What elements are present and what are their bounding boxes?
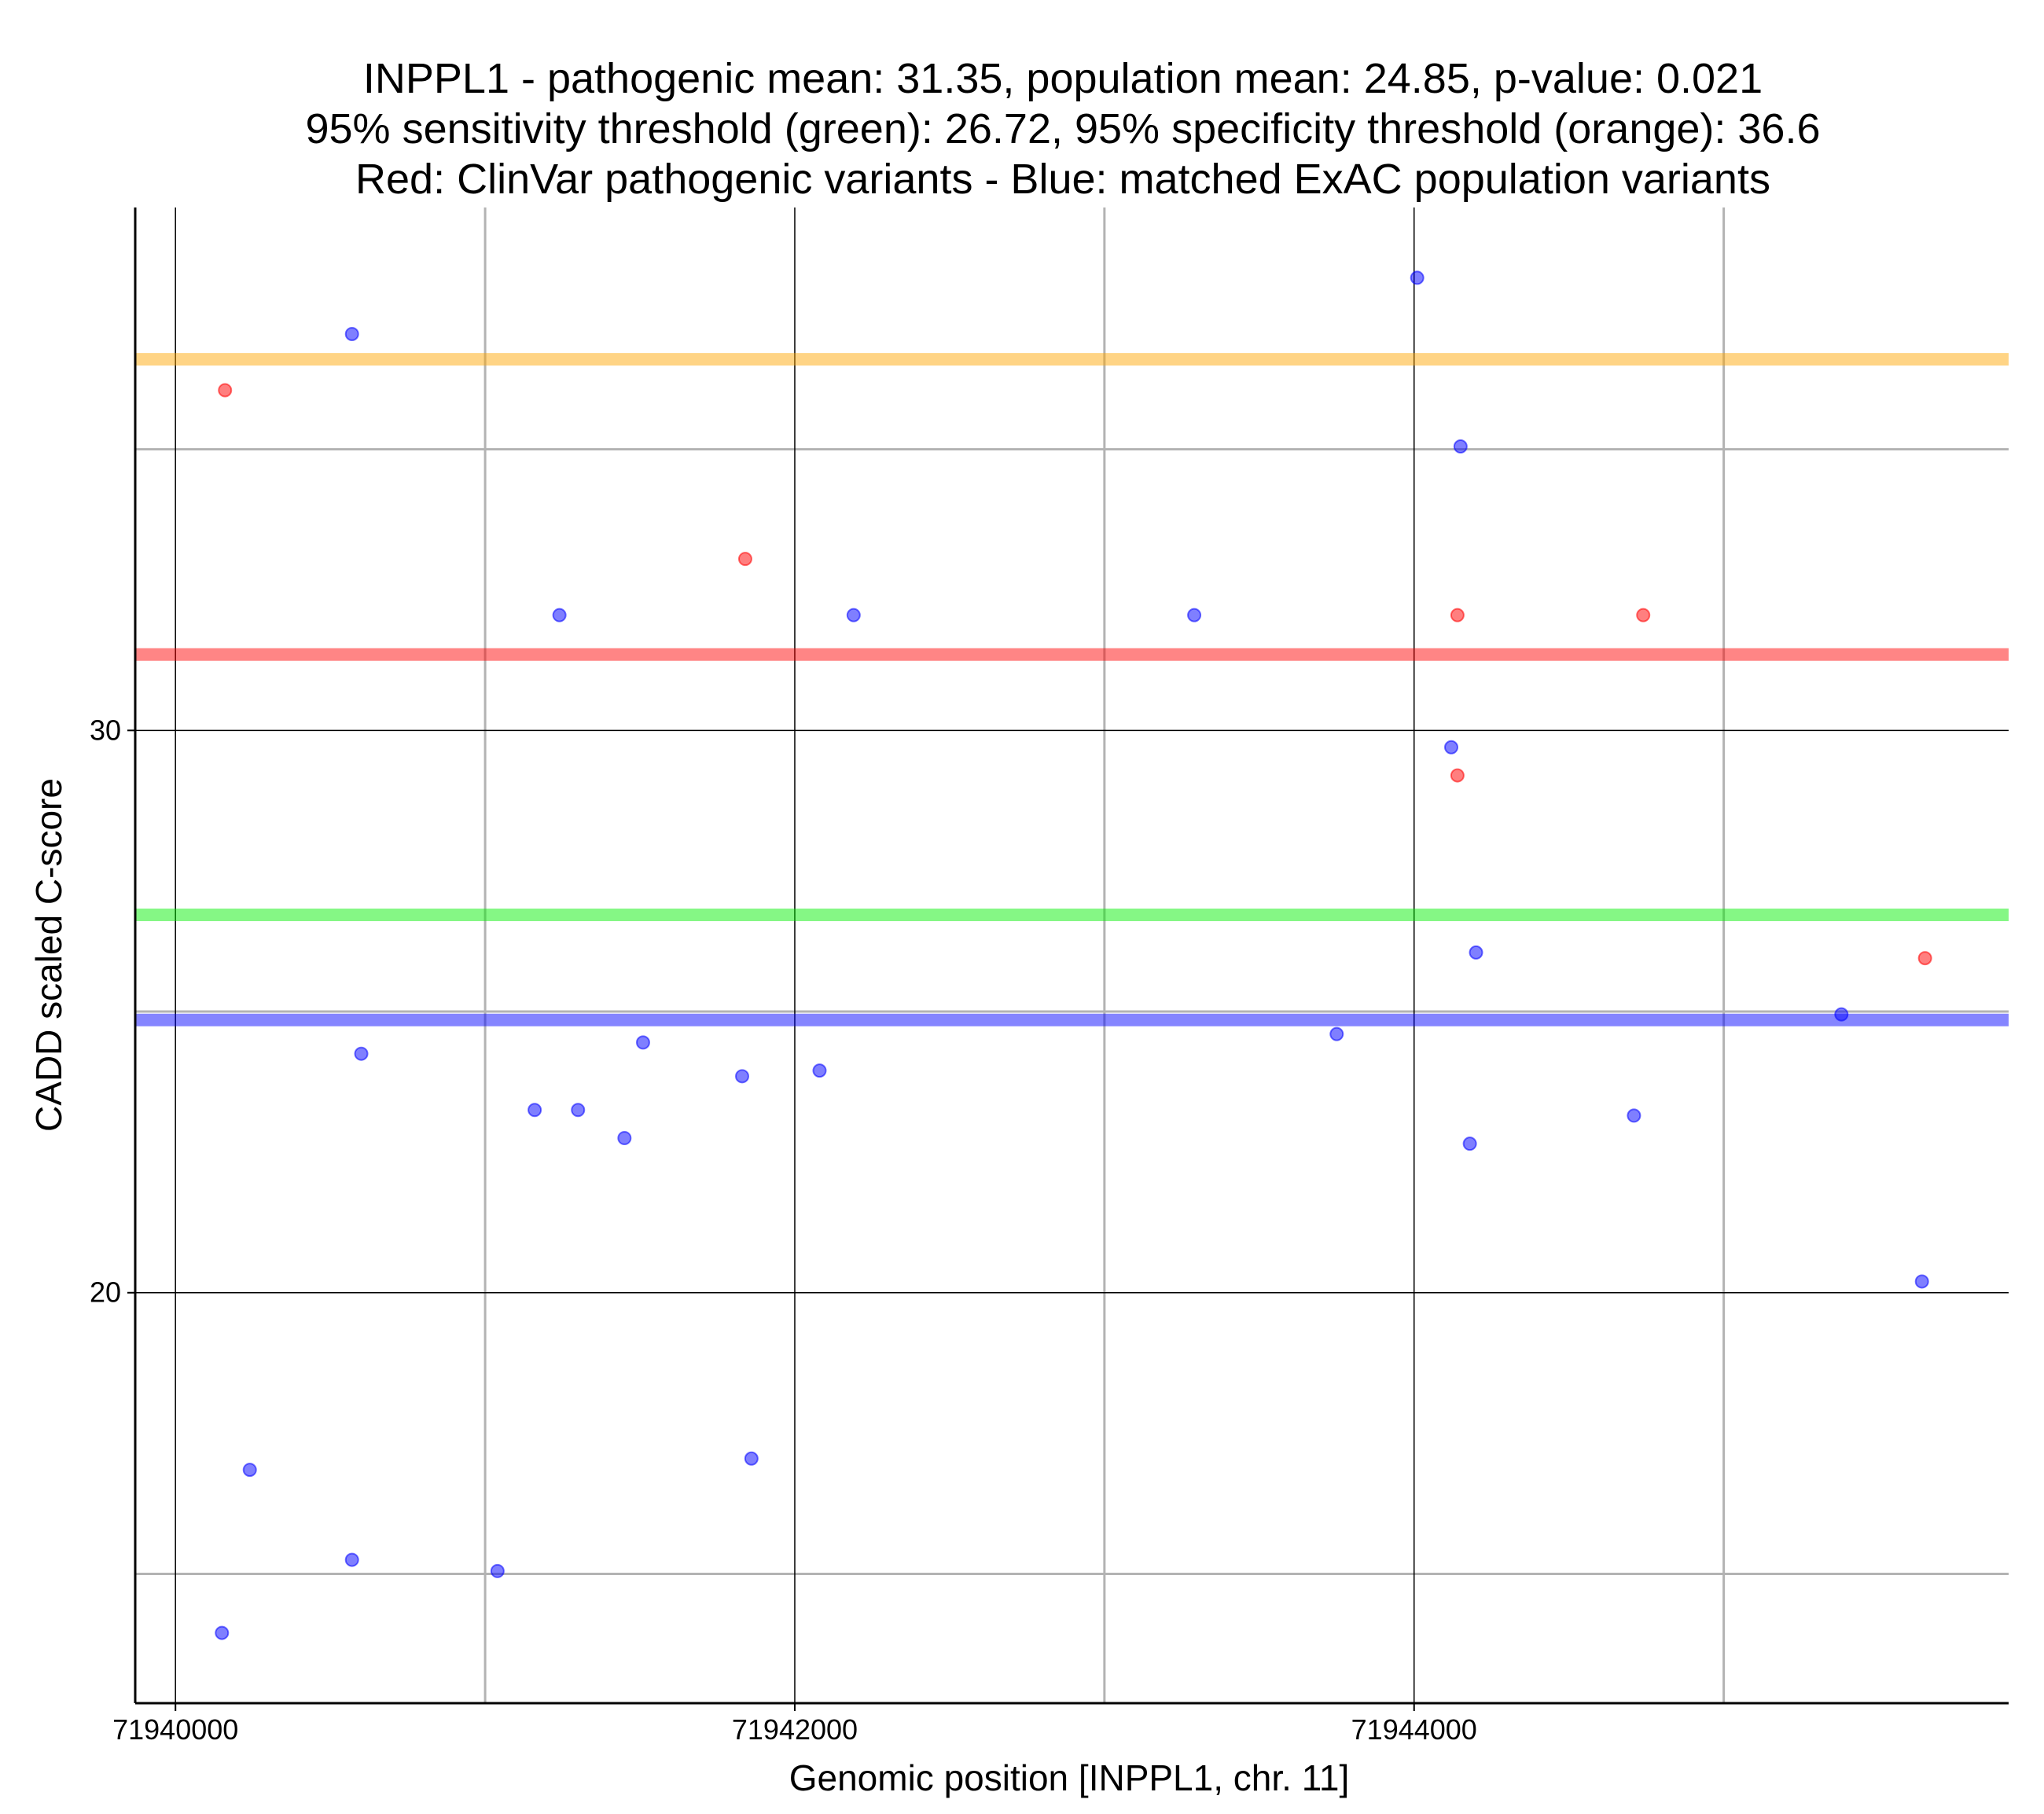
- x-axis-title: Genomic position [INPPL1, chr. 11]: [789, 1757, 1350, 1798]
- data-point: [1329, 1026, 1344, 1041]
- data-point: [242, 1463, 257, 1478]
- data-point: [344, 326, 359, 341]
- data-point: [1450, 608, 1465, 622]
- x-tick-label: 71944000: [1351, 1713, 1477, 1746]
- data-point: [1453, 439, 1468, 454]
- data-point: [1834, 1007, 1849, 1022]
- data-point: [552, 608, 567, 622]
- data-point: [1636, 608, 1651, 622]
- title-line-3: Red: ClinVar pathogenic variants - Blue:…: [355, 156, 1770, 203]
- data-point: [744, 1451, 759, 1466]
- data-point: [1450, 768, 1465, 783]
- data-point: [571, 1103, 586, 1118]
- tick-labels: 71940000 71942000 71944000 20 30: [90, 714, 1477, 1746]
- reference-lines: [135, 353, 2009, 1026]
- y-tick-label: 30: [90, 714, 121, 746]
- data-point: [1410, 270, 1425, 285]
- y-axis-title: CADD scaled C-score: [28, 778, 69, 1132]
- x-tick-label: 71942000: [732, 1713, 858, 1746]
- data-point: [1469, 945, 1483, 960]
- data-point: [528, 1103, 542, 1118]
- data-point: [1917, 951, 1932, 966]
- data-point: [735, 1069, 750, 1084]
- gridlines: [135, 207, 2009, 1703]
- data-points: [215, 270, 1932, 1640]
- x-tick-label: 71940000: [112, 1713, 238, 1746]
- data-point: [490, 1563, 505, 1578]
- chart-title: INPPL1 - pathogenic mean: 31.35, populat…: [305, 55, 1820, 203]
- data-point: [1444, 740, 1459, 755]
- data-point: [354, 1046, 369, 1061]
- y-tick-label: 20: [90, 1276, 121, 1309]
- data-point: [812, 1063, 827, 1078]
- data-point: [1627, 1108, 1641, 1123]
- title-line-1: INPPL1 - pathogenic mean: 31.35, populat…: [363, 55, 1763, 102]
- data-point: [1462, 1137, 1477, 1151]
- axes: [134, 207, 2009, 1705]
- data-point: [846, 608, 861, 622]
- data-point: [215, 1625, 230, 1640]
- data-point: [1914, 1274, 1929, 1289]
- data-point: [737, 552, 752, 567]
- data-point: [344, 1552, 359, 1567]
- data-point: [1187, 608, 1202, 622]
- data-point: [617, 1131, 632, 1146]
- data-point: [635, 1035, 650, 1050]
- data-point: [218, 383, 233, 398]
- title-line-2: 95% sensitivity threshold (green): 26.72…: [305, 105, 1820, 152]
